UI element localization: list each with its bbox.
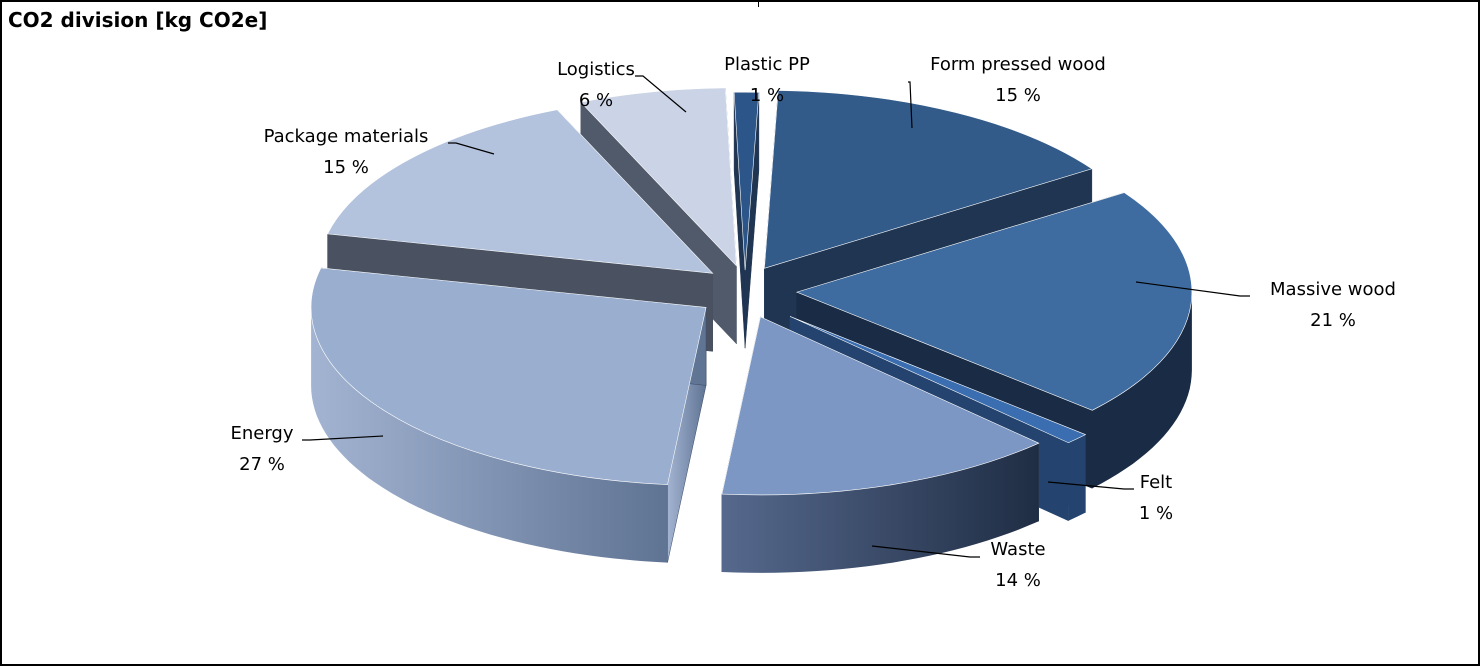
slice-outer-massive-wood [1092, 292, 1192, 489]
slice-outer-energy [311, 307, 668, 563]
slice-felt [789, 316, 1087, 444]
slice-outer-waste [721, 443, 1039, 573]
top-divider [0, 0, 1480, 2]
leader-line-massive-wood [1135, 281, 1250, 297]
slice-logistics [580, 87, 737, 267]
slice-value-form-pressed-wood: 15 % [995, 85, 1041, 106]
slice-massive-wood [795, 192, 1193, 411]
slice-value-energy: 27 % [239, 454, 285, 475]
slice-form-pressed-wood [764, 90, 1093, 269]
leader-line-package-materials [448, 142, 495, 155]
slice-tops [310, 87, 1193, 496]
leader-lines [302, 75, 1250, 558]
slice-value-plastic-pp: 1 % [750, 85, 784, 106]
slice-label-package-materials: Package materials [264, 126, 429, 147]
slice-label-form-pressed-wood: Form pressed wood [930, 54, 1106, 75]
chart-title: CO2 division [kg CO2e] [8, 8, 268, 32]
slice-value-felt: 1 % [1139, 503, 1173, 524]
leader-line-logistics [635, 75, 687, 113]
slice-label-plastic-pp: Plastic PP [724, 54, 810, 75]
leader-line-waste [871, 545, 980, 558]
top-divider-tick [758, 0, 759, 7]
slice-outer-felt [1068, 434, 1086, 521]
slice-energy [310, 267, 707, 485]
slice-value-package-materials: 15 % [323, 157, 369, 178]
slice-label-felt: Felt [1140, 472, 1173, 493]
slice-labels: Form pressed wood 15 % Massive wood 21 % Fel… [230, 54, 1395, 591]
slice-plastic-pp [733, 91, 760, 271]
leader-line-energy [302, 435, 384, 441]
slice-label-waste: Waste [990, 539, 1045, 560]
slice-label-energy: Energy [230, 423, 293, 444]
slice-value-logistics: 6 % [579, 90, 613, 111]
slice-package-materials [327, 109, 714, 274]
slice-value-massive-wood: 21 % [1310, 310, 1356, 331]
slice-label-massive-wood: Massive wood [1270, 279, 1396, 300]
leader-line-form-pressed-wood [908, 81, 913, 129]
leader-line-felt [1047, 481, 1134, 490]
slice-label-logistics: Logistics [557, 59, 635, 80]
slice-waste [721, 316, 1040, 496]
slice-value-waste: 14 % [995, 570, 1041, 591]
